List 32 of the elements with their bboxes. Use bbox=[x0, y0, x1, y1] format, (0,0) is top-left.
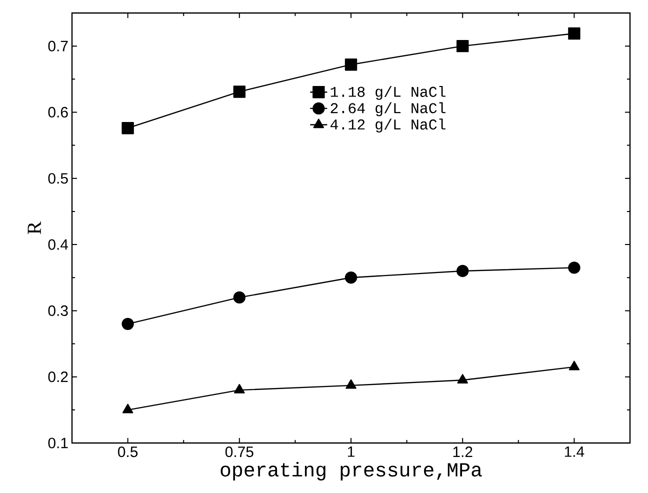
y-tick-label: 0.6 bbox=[48, 106, 68, 118]
point bbox=[233, 86, 246, 98]
x-axis-title: operating pressure,MPa bbox=[220, 462, 482, 481]
point bbox=[122, 404, 134, 414]
x-tick-label: 0.5 bbox=[118, 446, 138, 458]
y-tick-label: 0.7 bbox=[48, 40, 68, 52]
x-tick-label: 1 bbox=[348, 446, 354, 457]
y-tick-label: 0.1 bbox=[48, 438, 68, 448]
x-tick-label: 0.75 bbox=[225, 446, 254, 458]
point bbox=[122, 122, 134, 134]
x-tick-label: 1.4 bbox=[564, 446, 584, 457]
point bbox=[568, 360, 580, 370]
y-tick-label: 0.5 bbox=[48, 173, 68, 184]
point bbox=[122, 318, 134, 330]
legend-label: 1.18 g/L NaCl bbox=[330, 86, 446, 100]
point bbox=[456, 264, 469, 278]
y-tick-label: 0.3 bbox=[48, 305, 68, 316]
y-tick-label: 0.2 bbox=[48, 372, 68, 382]
point bbox=[233, 291, 246, 304]
point bbox=[346, 379, 356, 389]
point bbox=[568, 262, 580, 274]
point bbox=[568, 27, 580, 40]
x-tick-label: 1.2 bbox=[453, 446, 472, 457]
legend-label: 4.12 g/L NaCl bbox=[330, 118, 446, 133]
point bbox=[234, 384, 245, 394]
y-axis-title: R bbox=[28, 221, 41, 234]
point bbox=[456, 40, 469, 52]
y-tick-label: 0.4 bbox=[48, 239, 68, 250]
point bbox=[457, 374, 468, 384]
legend-label: 2.64 g/L NaCl bbox=[330, 102, 446, 116]
point bbox=[344, 272, 358, 284]
point bbox=[344, 58, 358, 71]
